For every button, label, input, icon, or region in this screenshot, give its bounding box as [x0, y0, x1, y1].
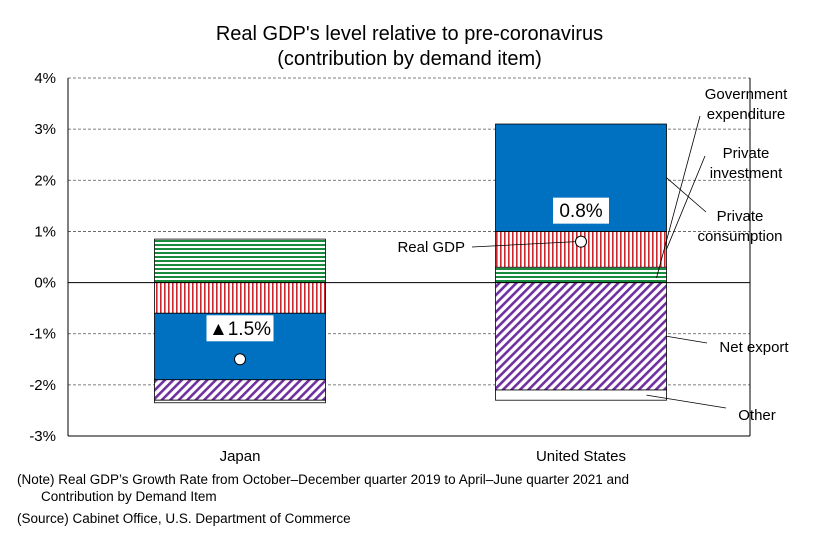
- source-line: (Source) Cabinet Office, U.S. Department…: [17, 511, 351, 526]
- x-tick-label: United States: [536, 448, 626, 465]
- grid-layer: [68, 77, 750, 386]
- annotation-net-export: Net export: [719, 339, 789, 356]
- annotation-private-investment: investment: [710, 165, 783, 182]
- axis-layer: 4% 3% 2% 1% 0% -1% -2% -3% Japan United States: [29, 70, 751, 465]
- annotation-layer: Government expenditure Private investment Pr…: [397, 86, 789, 424]
- leader-line-government-expenditure: [656, 115, 701, 279]
- leader-line-net-export: [666, 335, 708, 344]
- bar-japan-other: [154, 399, 326, 404]
- note-line-1: (Note) Real GDP’s Growth Rate from Octob…: [17, 472, 630, 487]
- leader-line-real-gdp: [471, 241, 577, 248]
- y-tick-label: 2%: [34, 172, 56, 189]
- leader-line-private-investment: [666, 155, 706, 250]
- y-tick-label: 0%: [34, 275, 56, 292]
- note-line-2: Contribution by Demand Item: [41, 489, 217, 504]
- annotation-other: Other: [738, 407, 776, 424]
- chart-subtitle: (contribution by demand item): [277, 48, 542, 70]
- chart-title: Real GDP's level relative to pre-coronav…: [215, 23, 604, 45]
- y-tick-label: 4%: [34, 70, 56, 87]
- real-gdp-marker-united-states: [575, 235, 587, 248]
- real-gdp-marker-japan: [234, 353, 246, 366]
- chart-notes: (Note) Real GDP’s Growth Rate from Octob…: [17, 471, 629, 527]
- bar-japan-government-expenditure: [154, 238, 326, 283]
- bar-united-states-government-expenditure: [495, 266, 667, 283]
- leader-line-other: [646, 394, 727, 409]
- bar-united-states-other: [495, 389, 667, 401]
- y-tick-label: -2%: [29, 377, 56, 394]
- y-tick-label: 1%: [34, 223, 56, 240]
- bar-japan-private-investment: [154, 282, 326, 314]
- real-gdp-label-united-states: 0.8%: [559, 201, 602, 222]
- annotation-government-expenditure: expenditure: [707, 106, 785, 123]
- real-gdp-label-box-united-states: [553, 197, 609, 224]
- y-tick-label: -3%: [29, 428, 56, 445]
- leader-line-private-consumption: [666, 177, 707, 213]
- y-tick-label: -1%: [29, 326, 56, 343]
- annotation-government-expenditure: Government: [705, 86, 788, 103]
- real-gdp-label-box-japan: [206, 315, 274, 342]
- x-tick-label: Japan: [220, 448, 261, 465]
- real-gdp-label-japan: ▲1.5%: [209, 319, 271, 340]
- bar-japan-net-export: [154, 379, 326, 401]
- annotation-real-gdp: Real GDP: [397, 239, 465, 256]
- chart-title-block: Real GDP's level relative to pre-coronav…: [0, 22, 819, 72]
- annotation-private-consumption: consumption: [697, 228, 782, 245]
- bar-layer: ▲1.5% 0.8%: [154, 123, 667, 404]
- bar-united-states-net-export: [495, 282, 667, 391]
- annotation-private-consumption: Private: [717, 208, 764, 225]
- stacked-bar-chart: ▲1.5% 0.8% 4% 3% 2% 1% 0% -1% -2% -3% Japan United…: [29, 70, 789, 465]
- y-tick-label: 3%: [34, 121, 56, 138]
- annotation-private-investment: Private: [723, 145, 770, 162]
